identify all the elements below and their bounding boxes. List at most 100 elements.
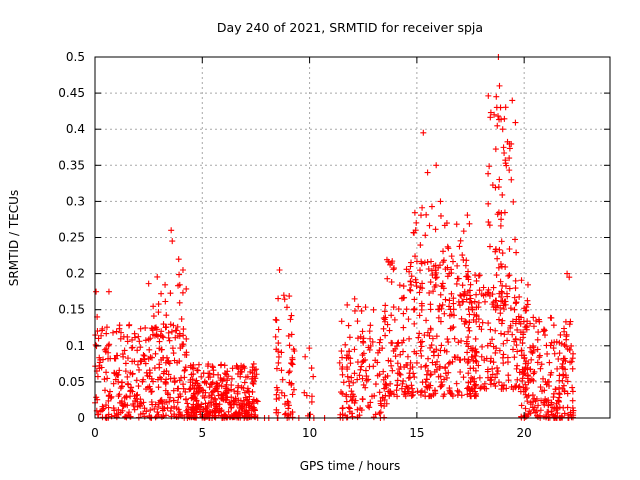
data-point (520, 388, 527, 395)
data-point (405, 375, 412, 382)
data-point (342, 341, 349, 348)
data-point (486, 243, 493, 250)
y-tick-label: 0.45 (58, 86, 85, 100)
data-point (450, 324, 457, 331)
data-point (281, 392, 288, 399)
data-point (534, 359, 541, 366)
data-point (499, 289, 506, 296)
data-point (427, 301, 434, 308)
data-point (358, 307, 365, 314)
data-point (458, 337, 465, 344)
data-point (101, 346, 108, 353)
data-point (455, 275, 462, 282)
data-point (143, 386, 150, 393)
data-point (528, 348, 535, 355)
data-point (537, 365, 544, 372)
data-point (345, 322, 352, 329)
data-point (492, 349, 499, 356)
data-point (544, 408, 551, 415)
data-point (504, 337, 511, 344)
data-point (535, 402, 542, 409)
data-point (237, 369, 244, 376)
data-point (406, 370, 413, 377)
data-point (367, 399, 374, 406)
data-point (506, 155, 513, 162)
data-point (286, 368, 293, 375)
data-point (362, 356, 369, 363)
data-point (123, 394, 130, 401)
data-point (532, 397, 539, 404)
data-point (465, 379, 472, 386)
x-axis-label: GPS time / hours (300, 459, 401, 473)
data-point (190, 408, 197, 415)
data-point (524, 398, 531, 405)
data-point (403, 362, 410, 369)
data-point (348, 374, 355, 381)
data-point (391, 265, 398, 272)
data-point (473, 390, 480, 397)
data-point (437, 291, 444, 298)
data-point (418, 352, 425, 359)
data-point (149, 327, 156, 334)
data-point (478, 353, 485, 360)
data-point (564, 270, 571, 277)
data-point (419, 204, 426, 211)
data-point (554, 365, 561, 372)
data-point (463, 296, 470, 303)
data-point (193, 385, 200, 392)
data-point (465, 268, 472, 275)
data-point (206, 384, 213, 391)
data-point (350, 379, 357, 386)
data-point (428, 258, 435, 265)
y-tick-label: 0.25 (58, 231, 85, 245)
data-point (563, 331, 570, 338)
data-point (467, 365, 474, 372)
data-point (511, 294, 518, 301)
chart-title: Day 240 of 2021, SRMTID for receiver spj… (217, 20, 483, 35)
data-point (434, 358, 441, 365)
data-point (550, 345, 557, 352)
data-point (366, 404, 373, 411)
data-point (382, 384, 389, 391)
data-point (134, 347, 141, 354)
data-point (163, 399, 170, 406)
data-point (178, 315, 185, 322)
data-point (129, 358, 136, 365)
data-point (520, 352, 527, 359)
data-point (391, 391, 398, 398)
data-point (176, 271, 183, 278)
data-point (103, 330, 110, 337)
data-point (175, 411, 182, 418)
data-point (217, 375, 224, 382)
data-point (485, 200, 492, 207)
data-point (441, 310, 448, 317)
data-point (428, 267, 435, 274)
data-point (275, 353, 282, 360)
data-point (110, 329, 117, 336)
data-point (163, 312, 170, 319)
data-point (175, 394, 182, 401)
data-point (193, 398, 200, 405)
data-point (201, 379, 208, 386)
data-point (168, 227, 175, 234)
data-point (151, 405, 158, 412)
data-point (497, 104, 504, 111)
data-point (372, 381, 379, 388)
data-point (498, 263, 505, 270)
data-point (148, 354, 155, 361)
data-point (167, 394, 174, 401)
data-point (134, 398, 141, 405)
data-point (100, 356, 107, 363)
data-point (182, 364, 189, 371)
data-point (396, 370, 403, 377)
data-point (493, 297, 500, 304)
data-point (250, 381, 257, 388)
data-point (459, 252, 466, 259)
data-point (272, 333, 279, 340)
data-point (416, 312, 423, 319)
data-point (174, 385, 181, 392)
x-tick-label: 10 (302, 426, 317, 440)
data-point (404, 390, 411, 397)
data-point (483, 355, 490, 362)
data-point (101, 376, 108, 383)
